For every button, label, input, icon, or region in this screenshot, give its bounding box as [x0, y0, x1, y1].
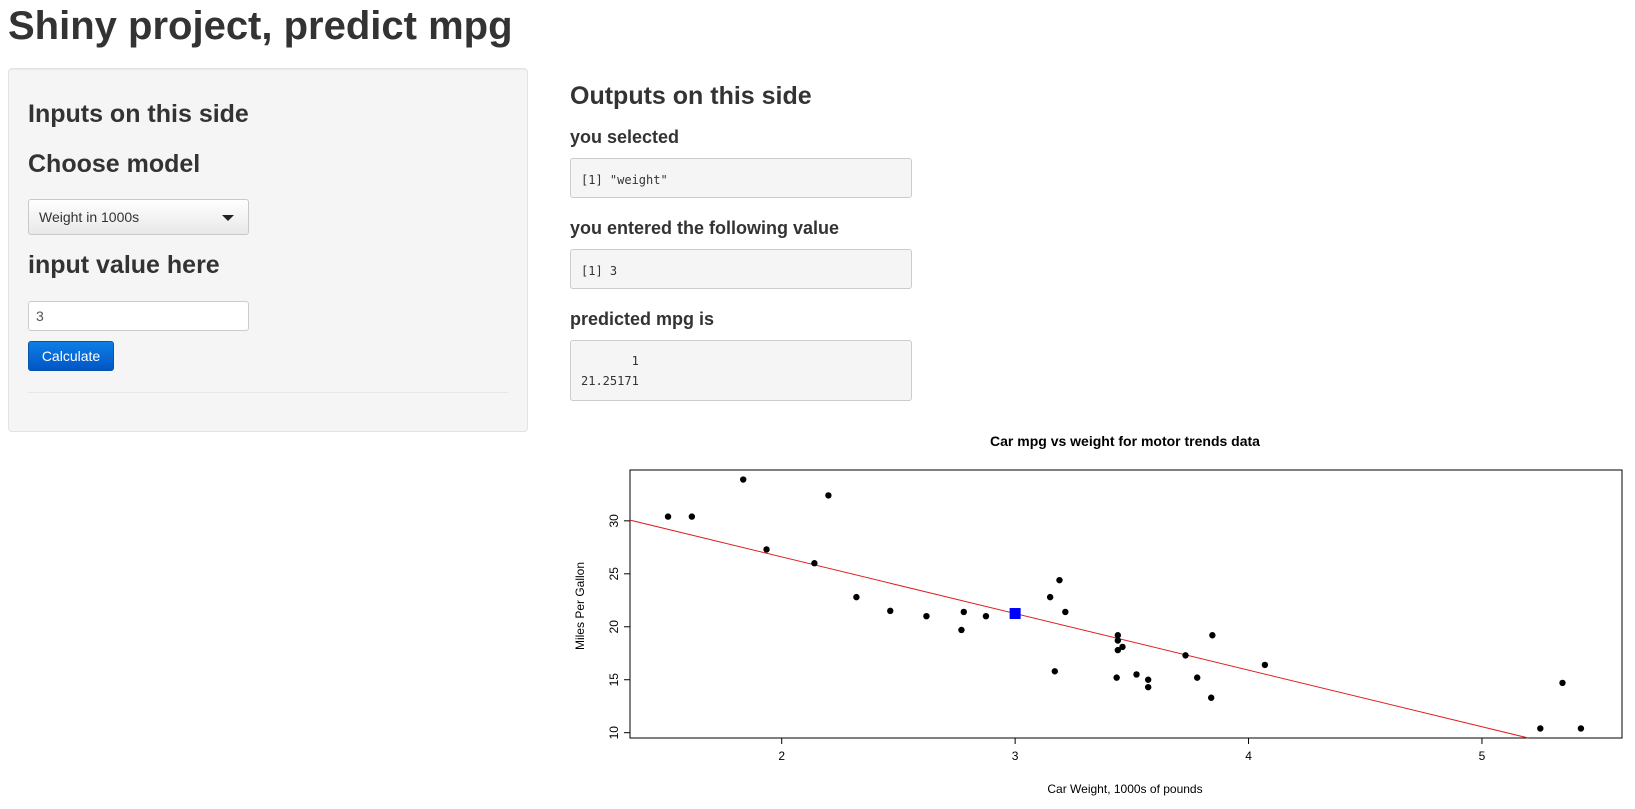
data-point [1115, 647, 1121, 653]
data-point [1208, 695, 1214, 701]
chart-title: Car mpg vs weight for motor trends data [990, 433, 1260, 449]
y-tick-label: 25 [607, 567, 621, 581]
y-tick-label: 20 [607, 620, 621, 634]
mpg-weight-plot: Car mpg vs weight for motor trends data … [570, 428, 1630, 804]
data-point [958, 627, 964, 633]
data-point [887, 608, 893, 614]
selected-label: you selected [570, 126, 679, 148]
x-tick-label: 5 [1479, 749, 1486, 763]
predicted-label: predicted mpg is [570, 308, 714, 330]
data-point [853, 594, 859, 600]
x-tick-label: 2 [778, 749, 785, 763]
data-point [1182, 652, 1188, 658]
data-point [1559, 680, 1565, 686]
data-point [1056, 577, 1062, 583]
data-point [763, 546, 769, 552]
model-select[interactable]: Weight in 1000s [28, 199, 249, 235]
regression-line [630, 520, 1528, 738]
entered-label: you entered the following value [570, 217, 839, 239]
model-select-value: Weight in 1000s [39, 209, 139, 225]
sidebar-divider [28, 392, 508, 393]
prediction-point [1010, 608, 1021, 619]
data-point [1145, 677, 1151, 683]
inputs-heading: Inputs on this side [28, 99, 249, 129]
data-point [1062, 609, 1068, 615]
caret-down-icon [222, 215, 234, 221]
data-point [1052, 668, 1058, 674]
x-tick-label: 3 [1012, 749, 1019, 763]
x-tick-label: 4 [1245, 749, 1252, 763]
entered-output: [1] 3 [570, 249, 912, 289]
data-point [811, 560, 817, 566]
selected-output: [1] "weight" [570, 158, 912, 198]
data-point [1262, 662, 1268, 668]
app-title: Shiny project, predict mpg [8, 0, 513, 52]
data-point [1209, 632, 1215, 638]
data-point [1047, 594, 1053, 600]
predicted-output: 1 21.25171 [570, 340, 912, 401]
outputs-heading: Outputs on this side [570, 80, 812, 112]
data-point [1133, 671, 1139, 677]
sidebar-panel: Inputs on this side Choose model Weight … [8, 68, 528, 432]
data-point [1115, 632, 1121, 638]
data-point [665, 513, 671, 519]
input-value-label: input value here [28, 250, 220, 280]
data-point [1537, 725, 1543, 731]
y-axis-label: Miles Per Gallon [573, 562, 587, 650]
y-tick-label: 10 [607, 726, 621, 740]
y-tick-label: 30 [607, 514, 621, 528]
plot-area: 2 3 4 5 10 15 20 25 30 [607, 470, 1622, 763]
x-axis-label: Car Weight, 1000s of pounds [1047, 782, 1202, 796]
data-point [1145, 684, 1151, 690]
plot-frame [630, 470, 1622, 738]
data-point [1113, 674, 1119, 680]
data-point [1578, 725, 1584, 731]
data-point [689, 513, 695, 519]
y-tick-label: 15 [607, 673, 621, 687]
calculate-button[interactable]: Calculate [28, 341, 114, 371]
data-point [961, 609, 967, 615]
choose-model-label: Choose model [28, 149, 200, 179]
data-point [1194, 674, 1200, 680]
value-input[interactable] [28, 301, 249, 331]
data-point [983, 613, 989, 619]
data-point [740, 476, 746, 482]
data-point [825, 492, 831, 498]
data-point [923, 613, 929, 619]
